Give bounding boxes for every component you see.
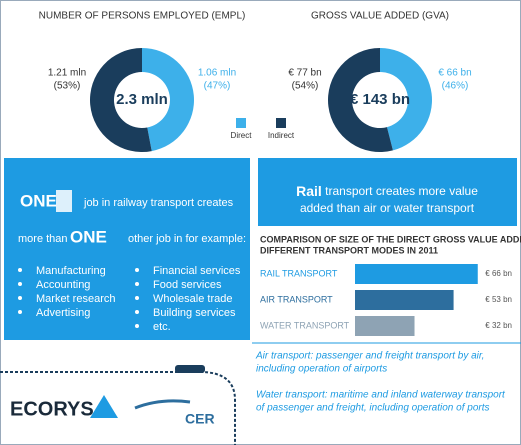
list-item: Market research [36, 293, 115, 305]
list-item: Accounting [36, 279, 90, 291]
bullet [18, 296, 22, 300]
segment-share: (54%) [292, 81, 319, 92]
segment-value: € 77 bn [288, 68, 321, 79]
bullet [135, 324, 139, 328]
bar-value: € 66 bn [485, 269, 512, 278]
jobs-box [4, 158, 250, 340]
train [175, 365, 205, 373]
bullet [18, 310, 22, 314]
bar-value: € 53 bn [485, 295, 512, 304]
comparison-title: DIFFERENT TRANSPORT MODES IN 2011 [260, 245, 438, 255]
bar-value: € 32 bn [485, 321, 512, 330]
legend-swatch [276, 118, 286, 128]
rail-text: added than air or water transport [300, 201, 475, 215]
one: ONE [20, 191, 57, 210]
bar-label: WATER TRANSPORT [260, 320, 350, 330]
list-item: Wholesale trade [153, 293, 233, 305]
segment-share: (46%) [442, 81, 469, 92]
jobs-text: other job in for example: [128, 233, 246, 245]
gva-title: GROSS VALUE ADDED (GVA) [311, 11, 449, 22]
bullet [18, 282, 22, 286]
comparison-title: COMPARISON OF SIZE OF THE DIRECT GROSS V… [260, 234, 521, 244]
bar [355, 290, 454, 310]
ecorys-emblem [90, 395, 118, 418]
bullet [135, 282, 139, 286]
segment-value: 1.06 mln [198, 68, 236, 79]
list-item: Advertising [36, 307, 90, 319]
list-item: Financial services [153, 265, 241, 277]
jobs-text: job in railway transport creates [83, 197, 234, 209]
rail-text: Rail transport creates more value [296, 183, 478, 199]
segment-value: € 66 bn [438, 68, 471, 79]
bar [355, 264, 478, 284]
list-item: Building services [153, 307, 236, 319]
bar [355, 316, 415, 336]
donut-total: € 143 bn [350, 91, 410, 108]
legend-label: Direct [231, 131, 253, 140]
donut-segment [142, 48, 195, 152]
legend-swatch [236, 118, 246, 128]
list-item: etc. [153, 321, 171, 333]
donut-segment [380, 48, 432, 151]
icon [56, 190, 72, 212]
list-item: Manufacturing [36, 265, 106, 277]
rail-bold: Rail [296, 183, 322, 199]
cer-emblem [134, 399, 191, 410]
donut-total: 2.3 mln [116, 91, 168, 108]
note: of passenger and freight, including oper… [256, 403, 490, 414]
note: including operation of airports [256, 364, 387, 375]
ecorys-logo: ECORYS [10, 398, 94, 420]
legend-label: Indirect [268, 131, 295, 140]
empl-title: NUMBER OF PERSONS EMPLOYED (EMPL) [39, 11, 246, 22]
segment-value: 1.21 mln [48, 68, 86, 79]
bullet [135, 310, 139, 314]
bar-label: RAIL TRANSPORT [260, 268, 338, 278]
one: ONE [70, 227, 107, 246]
rail-rest: transport creates more value [325, 184, 478, 198]
donut-segment [90, 48, 152, 152]
rail-box [258, 158, 517, 226]
bullet [18, 268, 22, 272]
jobs-text: more than [18, 233, 68, 245]
list-item: Food services [153, 279, 222, 291]
bullet [135, 296, 139, 300]
note: Water transport: maritime and inland wat… [256, 390, 506, 401]
donut-segment [328, 48, 393, 153]
cer-logo: CER [185, 411, 215, 427]
segment-share: (47%) [204, 81, 231, 92]
bullet [135, 268, 139, 272]
bar-label: AIR TRANSPORT [260, 294, 333, 304]
note: Air transport: passenger and freight tra… [255, 351, 484, 362]
segment-share: (53%) [54, 81, 81, 92]
